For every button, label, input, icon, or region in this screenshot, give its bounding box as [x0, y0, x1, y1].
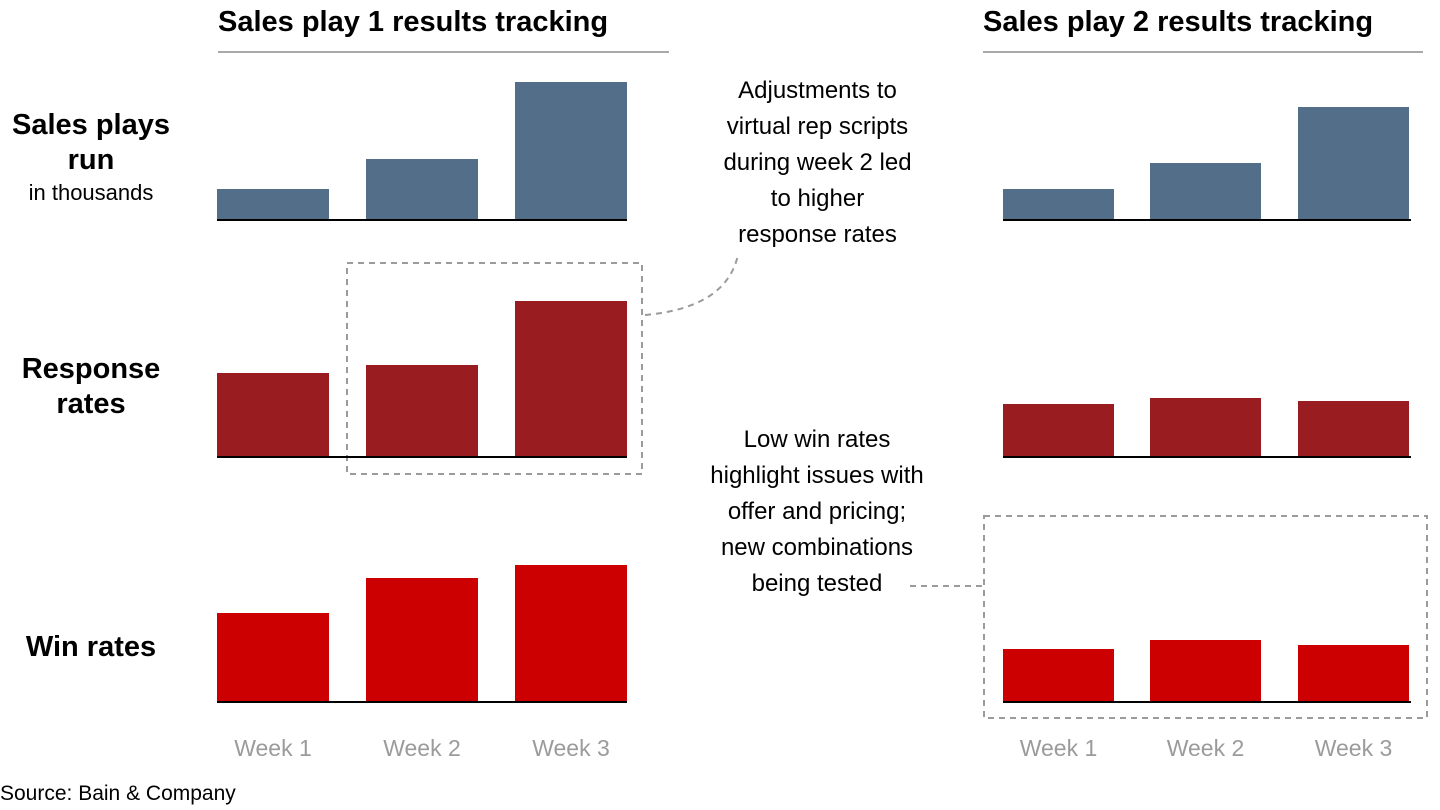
bar-play-2-win-rates-week-1: [1003, 649, 1114, 701]
row-label-response-rates: Response rates: [0, 352, 182, 422]
bar-play-2-sales-plays-run-week-3: [1298, 107, 1409, 219]
bar-play-2-win-rates-week-2: [1150, 640, 1261, 701]
panel-title-rule-play-2: [983, 51, 1423, 53]
row-label-sales-plays-run-unit: in thousands: [28, 180, 154, 205]
annotation-play-1-line: virtual rep scripts: [726, 113, 909, 140]
tick-labels-layer: Week 1 Week 2 Week 3 Week 1 Week 2 Week 3: [234, 735, 1392, 761]
connector-play-1-note: [644, 254, 739, 316]
annotation-callouts: [346, 254, 1428, 719]
bar-play-2-response-rates-week-2: [1150, 398, 1261, 456]
annotation-play-1-line: during week 2 led: [723, 149, 912, 176]
bar-play-2-sales-plays-run-week-1: [1003, 189, 1114, 219]
bar-play-2-response-rates-week-3: [1298, 401, 1409, 456]
annotation-play-2-line: being tested: [751, 570, 883, 597]
bar-play-2-win-rates-week-3: [1298, 645, 1409, 701]
highlight-box-play-2-win: [983, 515, 1428, 719]
annotation-play-1-line: response rates: [738, 221, 897, 248]
bar-play-1-response-rates-week-3: [515, 301, 627, 456]
annotation-play-1-note: Adjustments to virtual rep scripts durin…: [690, 73, 945, 253]
panel-title-rule-play-1: [218, 51, 669, 53]
bar-play-2-sales-plays-run-week-2: [1150, 163, 1261, 219]
annotation-play-2-line: new combinations: [720, 534, 914, 561]
tick-label-play-2-week-2: Week 2: [1167, 735, 1245, 761]
bar-play-1-response-rates-week-2: [366, 365, 478, 456]
bar-play-1-sales-plays-run-week-2: [366, 159, 478, 219]
bars-layer: [217, 82, 1409, 701]
highlight-box-play-1-response: [346, 262, 643, 475]
bar-play-1-response-rates-week-1: [217, 373, 329, 456]
bar-play-1-win-rates-week-3: [515, 565, 627, 701]
row-label-win-rates: Win rates: [0, 630, 182, 665]
row-label-sales-plays-run-main: Sales plays run: [12, 109, 170, 176]
bar-play-2-response-rates-week-1: [1003, 404, 1114, 456]
row-label-win-rates-main: Win rates: [25, 631, 157, 663]
annotation-play-2-line: highlight issues with: [710, 462, 924, 489]
annotation-play-2-line: Low win rates: [743, 426, 891, 453]
tick-label-play-1-week-1: Week 1: [234, 735, 312, 761]
bar-play-1-sales-plays-run-week-1: [217, 189, 329, 219]
bar-play-1-sales-plays-run-week-3: [515, 82, 627, 219]
panel-title-play-2: Sales play 2 results tracking: [983, 6, 1374, 38]
annotation-play-1-line: to higher: [770, 185, 865, 212]
annotation-play-2-note: Low win rates highlight issues with offe…: [682, 422, 952, 602]
bar-play-1-win-rates-week-2: [366, 578, 478, 701]
row-label-sales-plays-run: Sales plays run in thousands: [0, 108, 182, 208]
bar-play-1-win-rates-week-1: [217, 613, 329, 701]
annotation-play-1-line: Adjustments to: [738, 77, 897, 104]
tick-label-play-1-week-3: Week 3: [532, 735, 610, 761]
row-label-response-rates-main: Response rates: [21, 353, 161, 420]
tick-label-play-2-week-3: Week 3: [1315, 735, 1393, 761]
tick-label-play-2-week-1: Week 1: [1020, 735, 1098, 761]
axes-layer: [217, 219, 1411, 703]
panel-title-play-1: Sales play 1 results tracking: [218, 6, 609, 38]
tick-label-play-1-week-2: Week 2: [383, 735, 461, 761]
source-note: Source: Bain & Company: [0, 782, 236, 805]
annotation-play-2-line: offer and pricing;: [727, 498, 907, 525]
